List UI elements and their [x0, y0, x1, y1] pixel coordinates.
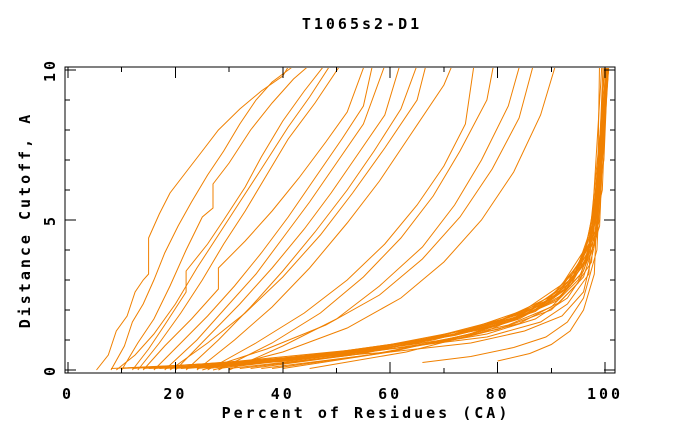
chart-title: T1065s2-D1: [301, 15, 423, 33]
x-tick-label: 60: [378, 385, 402, 403]
curves-group: [96, 68, 610, 371]
model-curve: [207, 68, 475, 371]
model-curve: [196, 68, 452, 371]
model-curve: [142, 68, 364, 371]
y-axis-label: Distance Cutoff, A: [16, 111, 34, 329]
model-curve: [272, 68, 610, 369]
model-curve: [137, 68, 340, 371]
model-curve: [148, 68, 605, 369]
model-curve: [96, 68, 289, 371]
model-curve: [121, 68, 603, 369]
model-curve: [228, 68, 520, 371]
x-tick-label: 0: [62, 385, 74, 403]
model-curve: [115, 68, 330, 371]
model-curve: [282, 68, 609, 369]
model-curve: [121, 68, 307, 371]
x-tick-label: 40: [271, 385, 295, 403]
model-curve: [212, 68, 556, 371]
model-curve: [202, 68, 534, 371]
y-tick-label: 5: [41, 214, 59, 226]
model-curve: [175, 68, 608, 369]
model-curve: [132, 68, 605, 369]
model-curve: [229, 68, 610, 369]
x-tick-label: 100: [587, 385, 623, 403]
model-curve: [110, 68, 292, 371]
y-tick-label: 0: [41, 364, 59, 376]
model-curve: [218, 68, 494, 371]
model-curve: [153, 68, 373, 371]
model-curve: [239, 68, 610, 369]
x-axis-label: Percent of Residues (CA): [221, 404, 511, 422]
model-curve: [497, 68, 604, 362]
model-curve: [132, 68, 323, 371]
model-curve: [185, 68, 417, 371]
model-curve: [169, 68, 426, 371]
model-curve: [309, 68, 609, 369]
model-curve: [180, 68, 607, 369]
x-tick-label: 20: [163, 385, 187, 403]
plot-frame: [64, 66, 616, 374]
y-tick-label: 10: [41, 58, 59, 82]
model-curve: [164, 68, 385, 371]
model-curve: [175, 68, 400, 371]
x-tick-label: 80: [486, 385, 510, 403]
